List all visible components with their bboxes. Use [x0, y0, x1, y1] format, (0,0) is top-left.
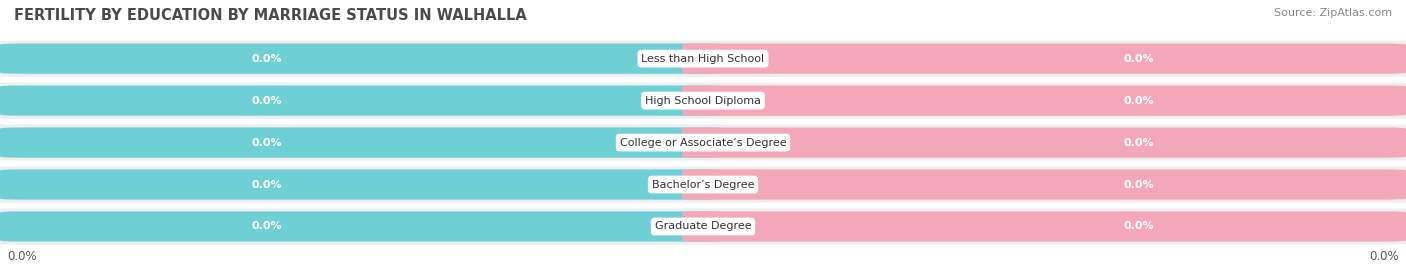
Text: Source: ZipAtlas.com: Source: ZipAtlas.com — [1274, 8, 1392, 18]
Text: Less than High School: Less than High School — [641, 54, 765, 64]
FancyBboxPatch shape — [0, 125, 1406, 161]
FancyBboxPatch shape — [682, 86, 1406, 116]
Text: 0.0%: 0.0% — [252, 95, 283, 106]
FancyBboxPatch shape — [0, 44, 724, 74]
Text: 0.0%: 0.0% — [1123, 54, 1154, 64]
Text: 0.0%: 0.0% — [1123, 137, 1154, 148]
FancyBboxPatch shape — [0, 169, 724, 200]
Text: 0.0%: 0.0% — [252, 54, 283, 64]
FancyBboxPatch shape — [0, 41, 1406, 77]
Text: FERTILITY BY EDUCATION BY MARRIAGE STATUS IN WALHALLA: FERTILITY BY EDUCATION BY MARRIAGE STATU… — [14, 8, 527, 23]
Text: High School Diploma: High School Diploma — [645, 95, 761, 106]
Text: 0.0%: 0.0% — [1123, 95, 1154, 106]
FancyBboxPatch shape — [682, 211, 1406, 242]
Text: 0.0%: 0.0% — [252, 137, 283, 148]
FancyBboxPatch shape — [682, 128, 1406, 158]
FancyBboxPatch shape — [682, 44, 1406, 74]
Text: Bachelor’s Degree: Bachelor’s Degree — [652, 179, 754, 190]
Text: 0.0%: 0.0% — [1123, 179, 1154, 190]
FancyBboxPatch shape — [0, 208, 1406, 245]
FancyBboxPatch shape — [682, 169, 1406, 200]
FancyBboxPatch shape — [0, 83, 1406, 119]
Text: 0.0%: 0.0% — [252, 221, 283, 232]
Text: 0.0%: 0.0% — [7, 250, 37, 263]
FancyBboxPatch shape — [0, 211, 724, 242]
Text: 0.0%: 0.0% — [1369, 250, 1399, 263]
Text: 0.0%: 0.0% — [252, 179, 283, 190]
Text: College or Associate’s Degree: College or Associate’s Degree — [620, 137, 786, 148]
FancyBboxPatch shape — [0, 128, 724, 158]
Text: 0.0%: 0.0% — [1123, 221, 1154, 232]
FancyBboxPatch shape — [0, 167, 1406, 203]
FancyBboxPatch shape — [0, 86, 724, 116]
Text: Graduate Degree: Graduate Degree — [655, 221, 751, 232]
